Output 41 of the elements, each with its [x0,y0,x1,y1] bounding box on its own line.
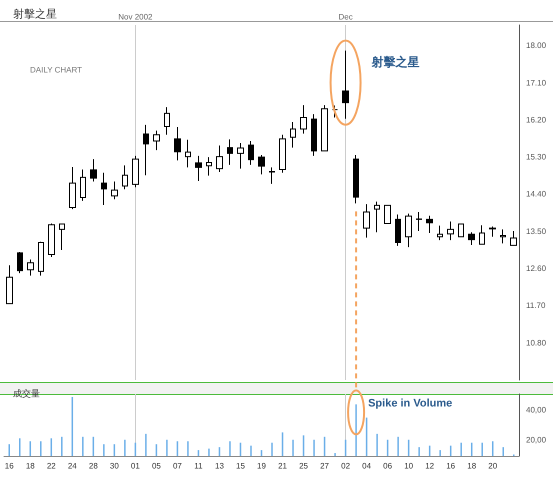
x-tick-label: 22 [46,462,56,470]
x-tick-label: 07 [172,462,182,470]
x-tick-label: 11 [194,462,204,470]
x-tick-label: 05 [152,462,162,470]
x-tick-label: 24 [68,462,78,470]
ref-line-label: Dec [338,12,353,22]
annotation: DAILY CHART [30,66,82,74]
x-tick-label: 19 [257,462,266,470]
x-tick-label: 18 [26,462,36,470]
x-tick-label: 28 [88,462,98,470]
x-tick-label: 15 [236,462,246,470]
y-tick-label: 40,00 [526,406,547,415]
x-tick-label: 10 [404,462,414,470]
x-tick-label: 16 [446,462,456,470]
annotation: 射擊之星 [370,55,420,70]
x-tick-label: 06 [383,462,393,470]
x-tick-label: 21 [278,462,288,470]
y-tick-label: 13.50 [526,226,547,236]
x-tick-label: 30 [110,462,120,470]
x-tick-label: 25 [299,462,309,470]
chart-title: 射擊之星 [13,8,57,20]
x-tick-label: 04 [362,462,372,470]
y-tick-label: 10.80 [526,338,547,348]
annotation: Spike in Volume [368,398,452,410]
x-tick-label: 12 [425,462,435,470]
x-tick-label: 16 [4,462,14,470]
x-tick-label: 27 [320,462,330,470]
y-tick-label: 20,00 [526,435,547,444]
y-tick-label: 15.30 [526,152,547,162]
y-tick-label: 18.00 [526,41,547,50]
y-tick-label: 11.70 [526,301,546,310]
x-tick-label: 20 [488,462,498,470]
ref-line-label: Nov 2002 [118,12,154,22]
x-tick-label: 18 [467,462,477,470]
y-tick-label: 16.20 [526,115,547,124]
y-tick-label: 14.40 [526,190,547,199]
x-tick-label: 01 [130,462,140,470]
x-tick-label: 02 [341,462,351,470]
y-tick-label: 12.60 [526,264,547,274]
y-tick-label: 17.10 [526,78,547,88]
x-tick-label: 13 [215,462,224,470]
